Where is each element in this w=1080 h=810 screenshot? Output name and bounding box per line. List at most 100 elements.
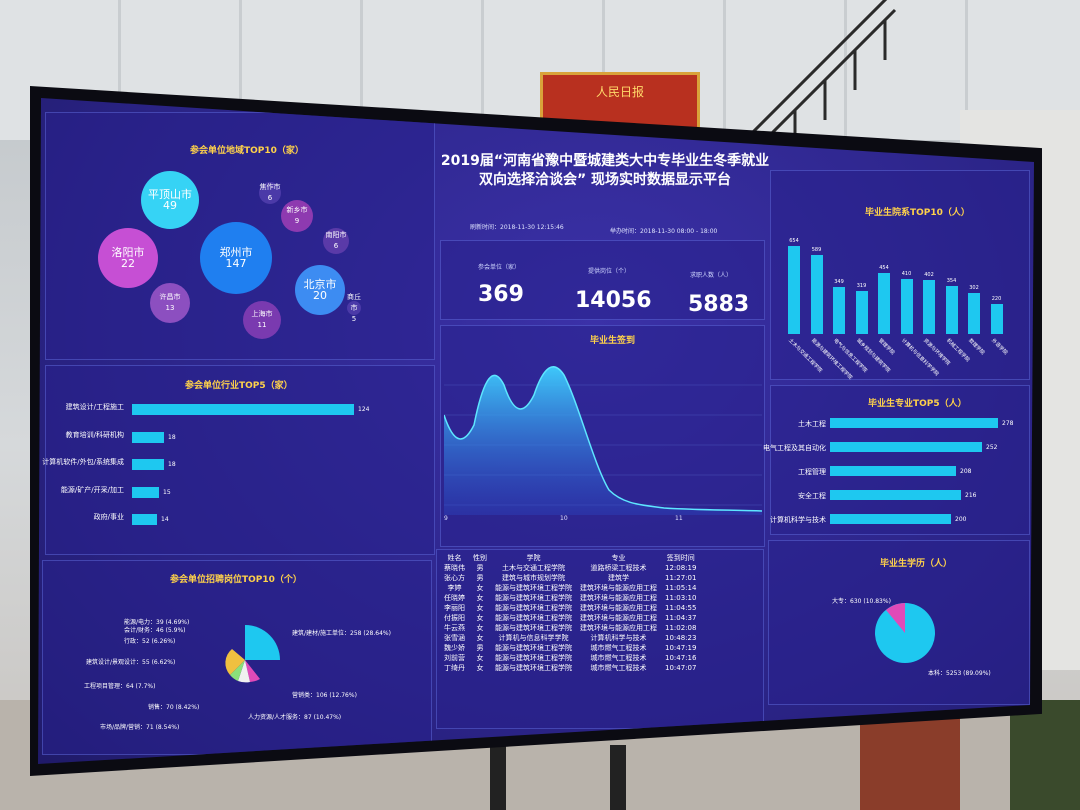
edu-pie-chart <box>875 603 935 663</box>
dept-bar <box>788 246 800 334</box>
table-cell: 11:04:55 <box>665 604 697 612</box>
stat-label-applicants: 求职人数（人） <box>690 272 733 279</box>
industry-bar-label: 计算机软件/外包/系统集成 <box>42 458 124 466</box>
bubble-value: 9 <box>294 217 300 225</box>
checkin-area <box>444 366 762 515</box>
jobs-pie-label: 建筑设计/景观设计：55 (6.62%) <box>86 659 176 666</box>
major-bar <box>830 490 961 500</box>
table-header-cell: 签到时间 <box>666 554 695 562</box>
table-cell: 建筑环境与能源应用工程 <box>580 624 657 632</box>
region-bubble: 北京市 20 <box>295 265 345 315</box>
region-bubble: 许昌市 13 <box>150 283 190 323</box>
table-header-cell: 专业 <box>611 554 626 562</box>
major-bar <box>830 466 956 476</box>
table-cell: 付振阳 <box>444 614 465 622</box>
industry-bar <box>132 486 159 498</box>
table-cell: 土木与交通工程学院 <box>502 564 565 572</box>
dept-bar <box>990 304 1003 334</box>
bubble-value: 49 <box>163 199 177 212</box>
region-bubble: 平顶山市 49 <box>141 171 199 229</box>
table-header-cell: 姓名 <box>447 554 462 562</box>
table-cell: 任晓婷 <box>444 594 465 602</box>
table-cell: 女 <box>476 634 484 642</box>
table-row: 魏少娇 男 能源与建筑环境工程学院 城市燃气工程技术 10:47:19 <box>440 643 700 653</box>
monitor-stand-left <box>490 745 506 810</box>
region-bubble: 焦作市 6 <box>259 182 281 204</box>
checkin-table: 姓名 性别 学院 专业 签到时间 蔡晓伟男土木与交通工程学院 道路桥梁工程技术 12:08:… <box>440 553 700 673</box>
table-header-cell: 学院 <box>526 554 541 562</box>
table-cell: 男 <box>476 644 484 652</box>
jobs-panel-title: 参会单位招聘岗位TOP10（个） <box>170 575 302 585</box>
table-body: 蔡晓伟男土木与交通工程学院 道路桥梁工程技术 12:08:19 张心方男建筑与城市规划… <box>440 563 700 673</box>
poster-text: 人民日报 <box>595 85 644 99</box>
table-cell: 能源与建筑环境工程学院 <box>495 654 572 662</box>
table-cell: 能源与建筑环境工程学院 <box>495 624 572 632</box>
region-bubble: 商丘市 5 <box>347 293 361 323</box>
table-cell: 丁绮丹 <box>444 664 465 672</box>
major-bar-label: 安全工程 <box>798 492 826 500</box>
dept-bar-value: 454 <box>879 265 889 271</box>
table-cell: 能源与建筑环境工程学院 <box>495 664 572 672</box>
table-header-cell: 性别 <box>473 554 487 562</box>
table-cell: 男 <box>476 564 484 572</box>
major-bar <box>830 514 951 524</box>
bubble-value: 11 <box>257 321 267 329</box>
title-line-2: 双向选择洽谈会” 现场实时数据显示平台 <box>478 172 732 188</box>
jobs-pie-label: 行政：52 (6.26%) <box>124 638 176 645</box>
region-bubble: 南阳市 6 <box>323 228 349 254</box>
table-row: 付振阳 女 能源与建筑环境工程学院 建筑环境与能源应用工程 11:04:37 <box>440 613 700 623</box>
table-cell: 张雪涵 <box>444 634 465 642</box>
major-bar <box>830 442 982 452</box>
table-row: 牛云燕 女 能源与建筑环境工程学院 建筑环境与能源应用工程 11:02:08 <box>440 623 700 633</box>
major-bar-label: 土木工程 <box>798 420 826 428</box>
major-bar-value: 216 <box>965 492 977 499</box>
table-row: 张心方 男 建筑与城市规划学院 建筑学 11:27:01 <box>440 573 700 583</box>
table-cell: 女 <box>476 594 484 602</box>
dashboard-title: 2019届“河南省豫中暨城建类大中专毕业生冬季就业 双向选择洽谈会” 现场实时数… <box>440 152 770 190</box>
bubble-name: 洛阳市 <box>111 246 145 259</box>
table-cell: 张心方 <box>444 574 465 582</box>
table-cell: 建筑学 <box>608 574 629 582</box>
table-cell: 女 <box>476 664 484 672</box>
table-cell: 建筑环境与能源应用工程 <box>580 614 657 622</box>
major-bar-value: 278 <box>1002 420 1014 427</box>
stat-value-applicants: 5883 <box>688 292 750 317</box>
pie-slice-small <box>225 649 245 675</box>
table-cell: 城市燃气工程技术 <box>590 664 647 672</box>
jobs-pie-label: 能源/电力：39 (4.69%) <box>124 619 190 626</box>
stat-value-positions: 14056 <box>575 288 652 313</box>
industry-bar-value: 18 <box>168 433 176 441</box>
bubble-name: 许昌市 <box>159 293 181 301</box>
jobs-pie-label: 建筑/建材/施工单位：258 (28.64%) <box>292 630 391 637</box>
region-bubble: 新乡市 9 <box>281 200 313 232</box>
monitor-stand-right <box>610 745 626 810</box>
dept-bar <box>810 255 823 334</box>
table-cell: 男 <box>476 574 484 582</box>
table-cell: 牛云燕 <box>444 624 465 632</box>
bubble-value: 5 <box>351 314 357 323</box>
stat-value-companies: 369 <box>478 282 524 307</box>
table-cell: 建筑与城市规划学院 <box>502 574 565 582</box>
dept-bar <box>923 280 935 334</box>
table-cell: 能源与建筑环境工程学院 <box>495 604 572 612</box>
jobs-pie-label: 营销类：106 (12.76%) <box>292 692 357 699</box>
table-cell: 李丽阳 <box>444 604 465 612</box>
table-cell: 10:47:16 <box>665 654 697 662</box>
stat-label-companies: 参会单位（家） <box>478 264 521 271</box>
table-row: 蔡晓伟 男 土木与交通工程学院 道路桥梁工程技术 12:08:19 <box>440 563 700 573</box>
jobs-pie-label: 人力资源/人才服务：87 (10.47%) <box>248 714 342 721</box>
edu-label-college: 大专：630 (10.83%) <box>832 598 891 605</box>
red-box <box>860 715 960 810</box>
table-cell: 城市燃气工程技术 <box>590 654 647 662</box>
major-bar-value: 252 <box>986 444 998 451</box>
table-cell: 10:48:23 <box>665 634 697 642</box>
table-row: 任晓婷 女 能源与建筑环境工程学院 建筑环境与能源应用工程 11:03:10 <box>440 593 700 603</box>
table-row: 张雪涵 女 计算机与信息科学学院 计算机科学与技术 10:48:23 <box>440 633 700 643</box>
industry-bar <box>132 459 164 470</box>
major-bar <box>830 418 998 428</box>
pie-slice-construction <box>245 625 280 660</box>
table-cell: 女 <box>476 584 484 592</box>
dept-bar-value: 319 <box>856 283 867 289</box>
industry-bar <box>132 514 157 525</box>
checkin-table-panel <box>436 549 764 729</box>
